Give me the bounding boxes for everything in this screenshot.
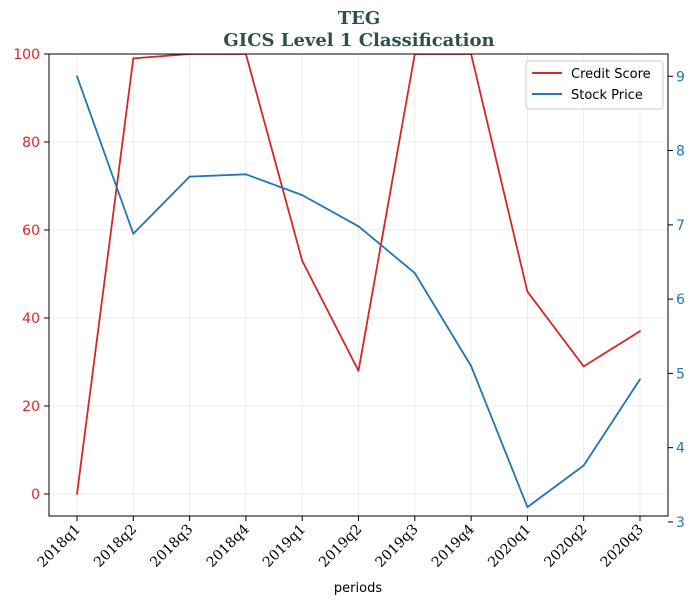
data-point-credit-score	[582, 365, 585, 368]
x-tick-label: 2018q2	[91, 522, 140, 571]
right-tick-label: 4	[676, 441, 685, 457]
data-point-stock-price	[357, 225, 360, 228]
x-tick-label: 2019q2	[316, 522, 365, 571]
left-tick-label: 0	[31, 487, 40, 503]
right-tick-label: 9	[676, 69, 685, 85]
legend: Credit Score Stock Price	[525, 60, 664, 110]
left-tick-label: 80	[22, 135, 40, 151]
x-axis-label: periods	[334, 581, 382, 596]
left-tick-label: 60	[22, 223, 40, 239]
left-tick-label: 20	[22, 399, 40, 415]
x-tick-label: 2020q1	[485, 522, 534, 571]
legend-label-credit-score: Credit Score	[571, 67, 651, 82]
x-tick-label: 2020q2	[541, 522, 590, 571]
data-point-stock-price	[582, 464, 585, 467]
grid-lines	[49, 53, 668, 516]
x-tick-label: 2019q1	[260, 522, 309, 571]
data-point-stock-price	[188, 175, 191, 178]
data-point-credit-score	[301, 259, 304, 262]
data-point-credit-score	[357, 369, 360, 372]
x-tick-label: 2018q1	[35, 522, 84, 571]
data-point-credit-score	[76, 493, 78, 495]
x-tick-label: 2018q3	[147, 522, 196, 571]
data-point-credit-score	[639, 330, 641, 333]
data-point-credit-score	[526, 290, 529, 293]
left-tick-label: 40	[22, 311, 40, 327]
data-point-stock-price	[245, 173, 247, 176]
x-axis: 2018q1 2018q2 2018q3 2018q4 2019q1 2019q2 2019…	[35, 516, 647, 571]
left-tick-label: 100	[13, 47, 40, 63]
legend-label-stock-price: Stock Price	[571, 88, 643, 103]
right-tick-label: 7	[676, 218, 685, 234]
x-tick-label: 2019q3	[372, 522, 421, 571]
chart-subtitle: GICS Level 1 Classification	[223, 30, 494, 51]
right-tick-label: 8	[676, 144, 685, 160]
data-point-stock-price	[132, 232, 135, 235]
x-tick-label: 2020q3	[598, 522, 647, 571]
data-point-stock-price	[413, 272, 416, 275]
data-point-stock-price	[470, 365, 472, 367]
data-point-stock-price	[639, 378, 641, 381]
right-tick-label: 6	[676, 292, 685, 308]
series-layer	[76, 54, 641, 509]
x-tick-label: 2018q4	[204, 521, 253, 570]
data-point-credit-score	[132, 57, 135, 60]
chart-title: TEG	[338, 8, 381, 29]
right-tick-label: 3	[676, 515, 685, 531]
x-tick-label: 2019q4	[429, 521, 478, 570]
right-axis: 3 4 5 6 7 8 9	[668, 69, 685, 531]
left-axis: 0 20 40 60 80 100	[13, 47, 49, 503]
data-point-stock-price	[301, 194, 304, 197]
data-point-stock-price	[526, 506, 529, 508]
data-point-stock-price	[76, 75, 78, 78]
right-tick-label: 5	[676, 366, 685, 382]
